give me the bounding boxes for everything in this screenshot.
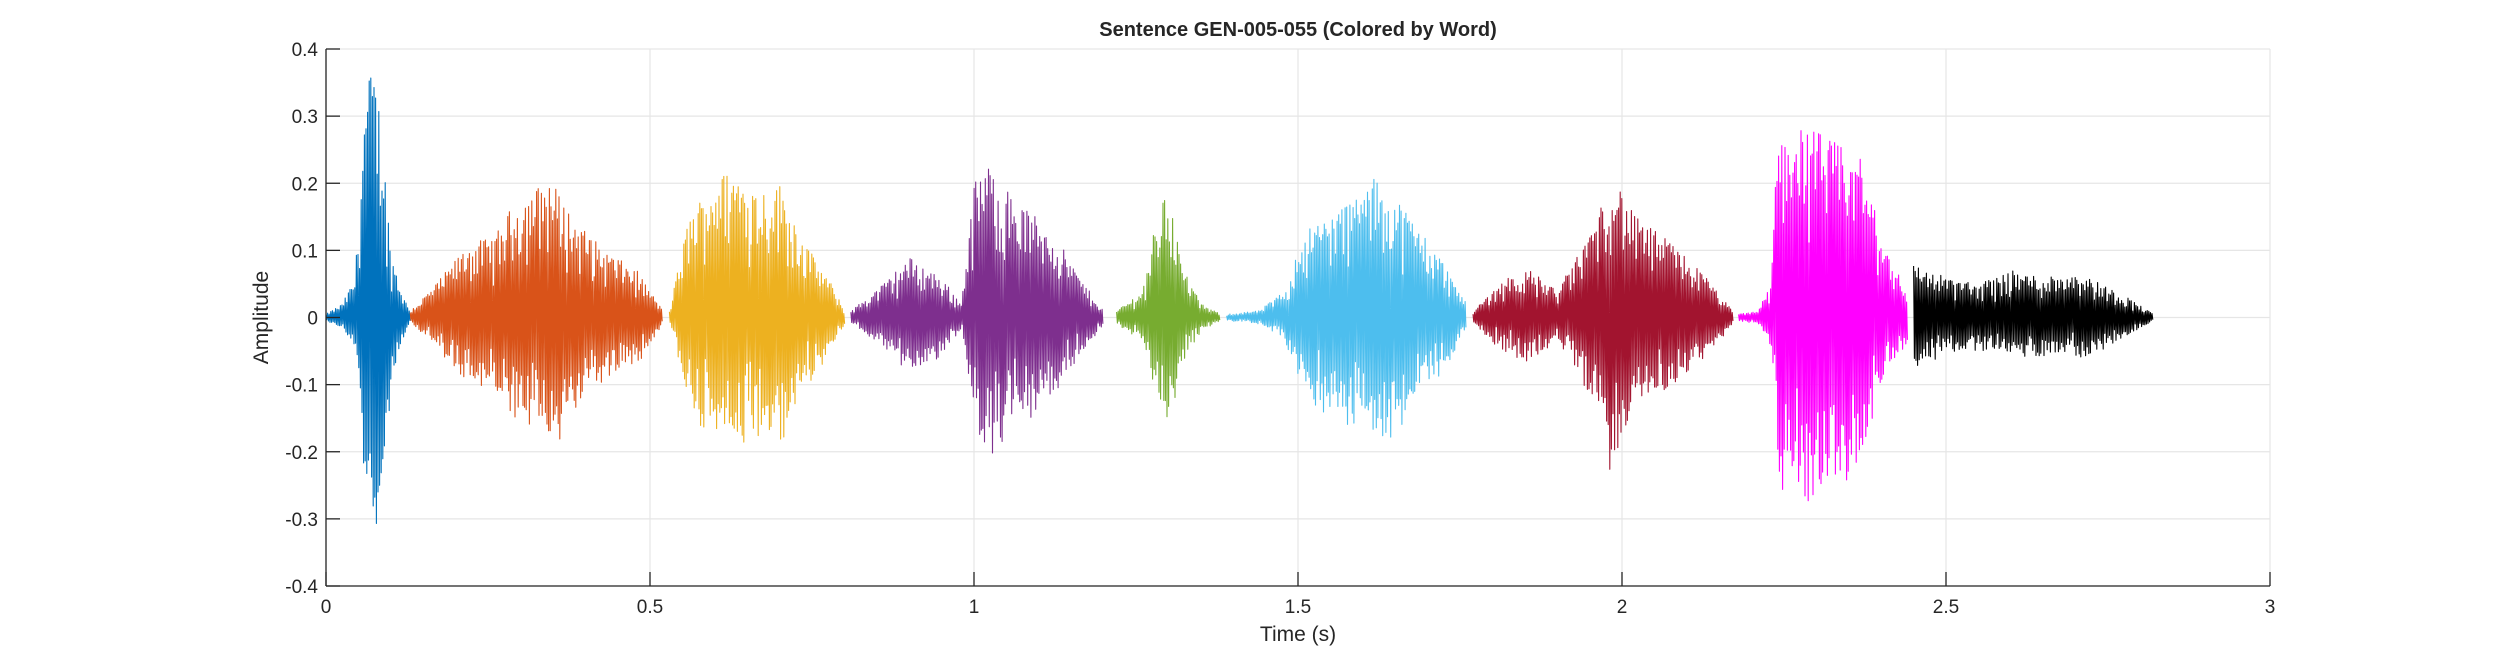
word-waveform-6 bbox=[1226, 178, 1467, 438]
chart-title: Sentence GEN-005-055 (Colored by Word) bbox=[1099, 19, 1497, 41]
y-tick-label: 0.2 bbox=[292, 174, 318, 195]
y-tick-label: -0.1 bbox=[285, 376, 318, 397]
y-axis-label: Amplitude bbox=[250, 271, 273, 364]
x-tick-label: 2.5 bbox=[1933, 597, 1959, 618]
word-waveform-4 bbox=[850, 168, 1104, 454]
word-waveform-1 bbox=[325, 77, 411, 525]
y-tick-label: -0.2 bbox=[285, 443, 318, 464]
x-tick-label: 0 bbox=[321, 597, 332, 618]
y-tick-label: 0.1 bbox=[292, 241, 318, 262]
x-tick-label: 1 bbox=[969, 597, 980, 618]
y-tick-label: 0.3 bbox=[292, 107, 318, 128]
x-tick-label: 0.5 bbox=[637, 597, 663, 618]
word-waveform-5 bbox=[1116, 199, 1221, 418]
word-waveform-7 bbox=[1472, 191, 1734, 470]
word-waveform-2 bbox=[409, 187, 663, 440]
y-tick-label: 0.4 bbox=[292, 40, 319, 61]
y-tick-label: -0.4 bbox=[285, 577, 318, 598]
tick-labels: 0 0.5 1 1.5 2 2.5 3 -0.4 -0.3 -0.2 -0.1 0 0.1 0.2 0.3 0… bbox=[285, 40, 2275, 618]
word-waveform-8 bbox=[1738, 130, 1908, 502]
x-tick-label: 3 bbox=[2265, 597, 2276, 618]
x-tick-label: 2 bbox=[1617, 597, 1628, 618]
x-axis-label: Time (s) bbox=[1260, 623, 1336, 646]
word-waveform-9 bbox=[1913, 265, 2154, 366]
y-tick-label: 0 bbox=[307, 309, 318, 330]
word-waveform-3 bbox=[668, 175, 846, 443]
x-tick-label: 1.5 bbox=[1285, 597, 1311, 618]
y-tick-label: -0.3 bbox=[285, 510, 318, 531]
waveform-series bbox=[325, 77, 2154, 525]
axes bbox=[325, 48, 2271, 587]
